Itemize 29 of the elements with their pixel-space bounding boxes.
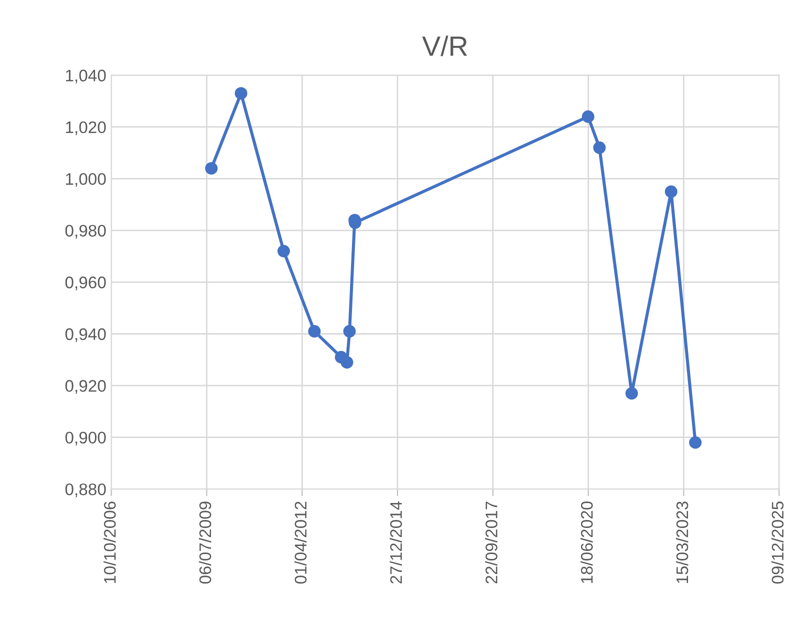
point — [308, 325, 321, 338]
point — [205, 162, 218, 175]
point — [625, 387, 638, 400]
x-tick-label: 18/06/2020 — [580, 502, 593, 583]
point — [277, 244, 290, 258]
point — [234, 87, 248, 100]
point — [689, 436, 702, 449]
x-tick-label: 06/07/2009 — [198, 502, 212, 584]
y-tick-label: 0,940 — [65, 328, 106, 342]
y-tick-label: 1,040 — [66, 70, 106, 84]
y-tick-label: 1,000 — [66, 173, 106, 187]
point — [593, 141, 606, 154]
y-tick-label: 0,960 — [65, 276, 106, 290]
point — [582, 110, 594, 123]
x-tick-label: 10/10/2006 — [104, 502, 116, 583]
y-tick-label: 0,920 — [65, 380, 106, 394]
x-tick-label: 27/12/2014 — [390, 501, 402, 584]
x-tick-label: 22/09/2017 — [485, 502, 498, 584]
y-tick-label: 0,900 — [65, 432, 106, 446]
chart-title: V/R — [422, 36, 468, 56]
x-tick-label: 15/03/2023 — [676, 502, 688, 583]
y-tick-label: 0,880 — [65, 483, 106, 498]
y-tick-label: 1,020 — [66, 121, 106, 136]
point — [340, 356, 354, 369]
x-tick-label: 01/04/2012 — [294, 502, 307, 584]
x-tick-label: 09/12/2025 — [771, 502, 784, 584]
y-tick-label: 0,980 — [65, 224, 106, 239]
point — [343, 325, 356, 338]
point — [664, 185, 678, 198]
